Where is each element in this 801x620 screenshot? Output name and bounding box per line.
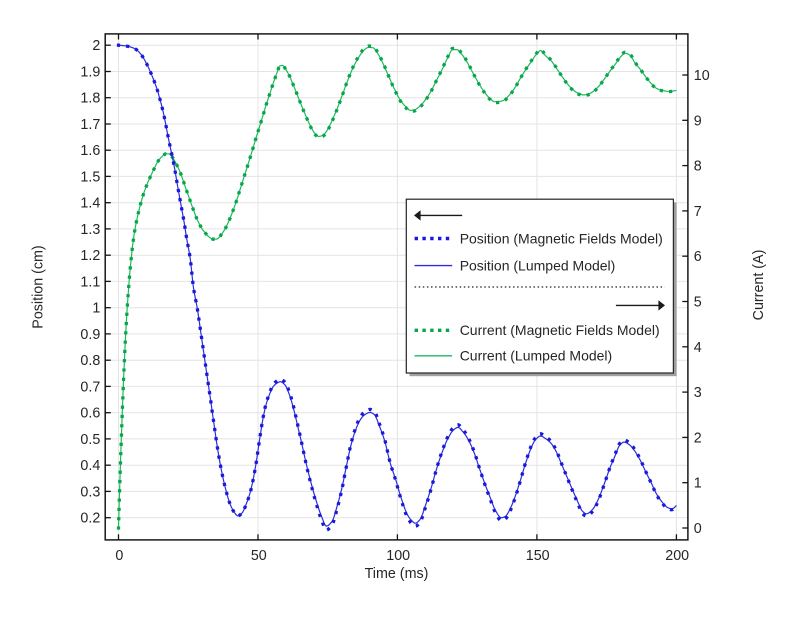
- svg-text:100: 100: [386, 548, 410, 564]
- svg-text:0: 0: [115, 548, 123, 564]
- svg-text:0.2: 0.2: [80, 511, 100, 527]
- svg-text:6: 6: [694, 249, 702, 265]
- svg-text:0.6: 0.6: [80, 406, 100, 422]
- svg-text:1.8: 1.8: [80, 91, 100, 107]
- svg-text:0.9: 0.9: [80, 327, 100, 343]
- svg-text:1.9: 1.9: [80, 65, 100, 81]
- svg-text:0: 0: [694, 521, 702, 537]
- svg-text:50: 50: [251, 548, 267, 564]
- svg-text:0.5: 0.5: [80, 432, 100, 448]
- svg-text:0.3: 0.3: [80, 484, 100, 500]
- svg-text:0.8: 0.8: [80, 353, 100, 369]
- svg-text:1.5: 1.5: [80, 169, 100, 185]
- svg-text:1: 1: [92, 301, 100, 317]
- svg-text:2: 2: [694, 430, 702, 446]
- svg-text:2: 2: [92, 38, 100, 54]
- svg-text:1.4: 1.4: [80, 196, 100, 212]
- svg-text:1: 1: [694, 476, 702, 492]
- svg-text:Position (cm): Position (cm): [31, 245, 47, 328]
- svg-text:7: 7: [694, 204, 702, 220]
- svg-text:Current (Magnetic Fields Model: Current (Magnetic Fields Model): [460, 322, 660, 338]
- svg-text:1.2: 1.2: [80, 248, 100, 264]
- svg-text:1.7: 1.7: [80, 117, 100, 133]
- svg-text:150: 150: [526, 548, 550, 564]
- svg-text:0.7: 0.7: [80, 379, 100, 395]
- svg-text:1.3: 1.3: [80, 222, 100, 238]
- svg-text:3: 3: [694, 385, 702, 401]
- svg-text:10: 10: [694, 68, 710, 84]
- svg-text:0.4: 0.4: [80, 458, 100, 474]
- svg-text:1.1: 1.1: [80, 274, 100, 290]
- svg-text:4: 4: [694, 340, 702, 356]
- svg-text:Time (ms): Time (ms): [365, 566, 429, 582]
- svg-text:1.6: 1.6: [80, 143, 100, 159]
- svg-text:9: 9: [694, 113, 702, 129]
- svg-text:Current (A): Current (A): [751, 250, 767, 321]
- svg-text:200: 200: [665, 548, 689, 564]
- svg-text:Current (Lumped Model): Current (Lumped Model): [460, 348, 613, 364]
- svg-text:Position (Lumped Model): Position (Lumped Model): [460, 258, 616, 274]
- svg-text:8: 8: [694, 159, 702, 175]
- svg-text:Position (Magnetic Fields Mode: Position (Magnetic Fields Model): [460, 230, 663, 246]
- svg-text:5: 5: [694, 295, 702, 311]
